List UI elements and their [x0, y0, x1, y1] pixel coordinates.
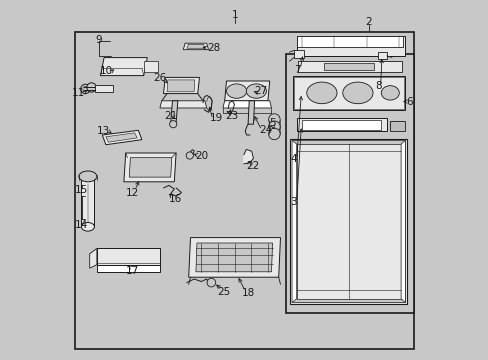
Text: 21: 21 — [164, 111, 177, 121]
Text: 6: 6 — [405, 96, 412, 107]
Text: 4: 4 — [290, 154, 297, 164]
Ellipse shape — [306, 82, 336, 104]
Polygon shape — [106, 133, 137, 142]
Text: 9: 9 — [95, 35, 102, 45]
Polygon shape — [400, 140, 405, 302]
Text: 22: 22 — [245, 161, 259, 171]
Polygon shape — [97, 265, 160, 272]
Polygon shape — [81, 180, 94, 227]
Ellipse shape — [81, 84, 90, 94]
Ellipse shape — [81, 176, 94, 184]
Ellipse shape — [81, 222, 94, 231]
Polygon shape — [223, 101, 271, 108]
Text: 10: 10 — [99, 66, 112, 76]
Text: 16: 16 — [168, 194, 182, 204]
Bar — [285, 54, 413, 313]
Text: 15: 15 — [75, 185, 88, 195]
Bar — [75, 32, 413, 349]
Text: 1: 1 — [232, 10, 238, 20]
Polygon shape — [296, 36, 404, 56]
Polygon shape — [97, 248, 160, 265]
Polygon shape — [188, 238, 280, 277]
Polygon shape — [101, 58, 147, 76]
Polygon shape — [196, 243, 272, 272]
Polygon shape — [95, 85, 113, 92]
Polygon shape — [302, 120, 381, 130]
Polygon shape — [292, 76, 404, 110]
Text: 28: 28 — [207, 42, 220, 53]
Ellipse shape — [206, 278, 215, 287]
Text: 20: 20 — [195, 150, 208, 161]
Polygon shape — [244, 149, 253, 164]
Ellipse shape — [82, 86, 88, 91]
Text: 3: 3 — [290, 197, 297, 207]
Ellipse shape — [226, 84, 246, 98]
Text: 11: 11 — [72, 88, 85, 98]
Polygon shape — [89, 248, 97, 268]
Text: 17: 17 — [126, 266, 139, 276]
Polygon shape — [143, 61, 158, 72]
Polygon shape — [291, 140, 296, 302]
Text: 26: 26 — [153, 73, 166, 84]
Text: 27: 27 — [254, 86, 267, 96]
Polygon shape — [247, 101, 254, 124]
Polygon shape — [224, 81, 269, 101]
Ellipse shape — [268, 121, 280, 132]
Ellipse shape — [169, 121, 177, 128]
Polygon shape — [102, 130, 142, 145]
Ellipse shape — [186, 152, 193, 159]
Text: 5: 5 — [269, 118, 275, 128]
Ellipse shape — [246, 84, 266, 98]
Ellipse shape — [381, 86, 399, 100]
Text: 2: 2 — [365, 17, 371, 27]
Ellipse shape — [342, 82, 372, 104]
Text: 19: 19 — [209, 113, 223, 123]
Polygon shape — [289, 139, 407, 304]
Polygon shape — [293, 50, 303, 58]
Text: 8: 8 — [374, 81, 381, 91]
Polygon shape — [183, 43, 208, 50]
Polygon shape — [160, 101, 206, 108]
Text: 13: 13 — [97, 126, 110, 136]
Text: 12: 12 — [125, 188, 139, 198]
Polygon shape — [389, 121, 404, 131]
Polygon shape — [377, 52, 386, 59]
Polygon shape — [123, 153, 176, 182]
Text: 18: 18 — [242, 288, 255, 298]
Polygon shape — [323, 63, 373, 70]
Text: 24: 24 — [258, 125, 271, 135]
Polygon shape — [296, 36, 402, 47]
Polygon shape — [186, 44, 204, 48]
Polygon shape — [170, 101, 178, 122]
Text: 25: 25 — [217, 287, 230, 297]
Text: 14: 14 — [75, 220, 88, 230]
Text: 7: 7 — [293, 65, 300, 75]
Ellipse shape — [268, 114, 280, 125]
Polygon shape — [163, 77, 199, 94]
Polygon shape — [297, 61, 401, 72]
Polygon shape — [167, 80, 194, 92]
Ellipse shape — [268, 128, 280, 140]
Polygon shape — [296, 118, 386, 131]
Polygon shape — [296, 144, 400, 299]
Polygon shape — [129, 158, 171, 177]
Text: 23: 23 — [225, 111, 238, 121]
Polygon shape — [291, 140, 405, 302]
Ellipse shape — [87, 83, 96, 92]
Ellipse shape — [79, 171, 97, 182]
